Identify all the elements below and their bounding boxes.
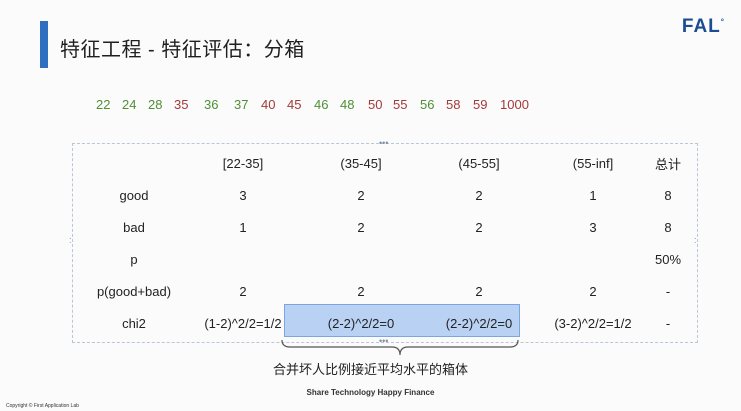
table-row: chi2 (1-2)^2/2=1/2 (2-2)^2/2=0 (2-2)^2/2=0 (… [84, 307, 688, 339]
frame-handle-top[interactable]: ••• [379, 138, 389, 148]
sequence-value: 36 [204, 97, 219, 112]
table-row: bad 1 2 2 3 8 [84, 211, 688, 243]
table-cell: (3-2)^2/2=1/2 [554, 315, 632, 331]
sequence-value: 35 [174, 97, 189, 112]
table-cell [184, 243, 302, 275]
caption: 合并坏人比例接近平均水平的箱体 [272, 362, 468, 377]
logo-text: FAL [681, 16, 721, 37]
sequence-value: 37 [234, 97, 249, 112]
table-cell: - [665, 283, 671, 299]
table-cell: 1 [239, 219, 247, 235]
sequence-value: 56 [420, 97, 435, 112]
copyright: Copyright © First Application Lab [6, 403, 79, 409]
table-cell: (2-2)^2/2=0 [327, 315, 395, 331]
sequence-value: 24 [122, 97, 137, 112]
sequence-value: 45 [287, 97, 302, 112]
table-cell: 3 [239, 187, 247, 203]
sequence-value: 40 [261, 97, 276, 112]
table-cell: 8 [664, 187, 672, 203]
table-cell: 2 [239, 283, 247, 299]
row-label: p [130, 251, 138, 267]
logo-mark: ° [720, 17, 725, 27]
table-selection-frame[interactable] [72, 143, 698, 343]
row-label: good [119, 187, 149, 203]
title-accent-bar [40, 21, 48, 68]
table-cell [538, 243, 648, 275]
table-cell: 2 [357, 219, 365, 235]
sequence-value: 50 [368, 97, 383, 112]
sequence-value: 59 [473, 97, 488, 112]
table-cell: - [665, 315, 671, 331]
table-cell: 50% [654, 251, 682, 267]
table-row: p(good+bad) 2 2 2 2 - [84, 275, 688, 307]
column-header: (35-45] [340, 155, 382, 171]
value-sequence: 22 24 28 35 36 37 40 45 46 48 50 55 56 58 59 1000 [78, 97, 668, 113]
column-header: (45-55] [458, 155, 500, 171]
sequence-value: 22 [96, 97, 111, 112]
table-row: p 50% [84, 243, 688, 275]
sequence-value: 28 [148, 97, 163, 112]
page-title: 特征工程 - 特征评估：分箱 [60, 39, 305, 61]
table-header-row: [22-35] (35-45] (45-55] (55-inf] 总计 [84, 147, 688, 179]
row-label: p(good+bad) [96, 283, 172, 299]
table-cell: 2 [589, 283, 597, 299]
footer-slogan: Share Technology Happy Finance [306, 388, 435, 397]
sequence-value: 48 [340, 97, 355, 112]
sequence-value: 1000 [500, 97, 529, 112]
row-label: bad [123, 219, 145, 235]
column-header: [22-35] [222, 155, 264, 171]
table-cell: (1-2)^2/2=1/2 [204, 315, 282, 331]
column-header: (55-inf] [572, 155, 614, 171]
table-cell: 2 [475, 187, 483, 203]
sequence-value: 46 [314, 97, 329, 112]
table-cell [302, 243, 420, 275]
highlighted-cells[interactable] [284, 304, 520, 337]
table-cell: 1 [589, 187, 597, 203]
sequence-value: 58 [446, 97, 461, 112]
table-cell: 8 [664, 219, 672, 235]
table-cell: 2 [475, 219, 483, 235]
column-header: 总计 [654, 156, 681, 172]
table-cell: 2 [357, 187, 365, 203]
table-cell: 3 [589, 219, 597, 235]
frame-handle-bottom[interactable]: ••• [379, 336, 389, 346]
column-header [84, 147, 184, 179]
binning-table: [22-35] (35-45] (45-55] (55-inf] 总计 good 3 2 2 1 8… [84, 147, 688, 339]
table-cell: 2 [357, 283, 365, 299]
row-label: chi2 [122, 315, 146, 331]
frame-handle-right[interactable]: : [694, 235, 697, 245]
table-cell: (2-2)^2/2=0 [445, 315, 513, 331]
table-cell: 2 [475, 283, 483, 299]
table-cell [420, 243, 538, 275]
brace-icon [281, 339, 519, 356]
table-row: good 3 2 2 1 8 [84, 179, 688, 211]
fal-logo: FAL° [682, 16, 725, 38]
sequence-value: 55 [393, 97, 408, 112]
frame-handle-left[interactable]: : [69, 235, 72, 245]
